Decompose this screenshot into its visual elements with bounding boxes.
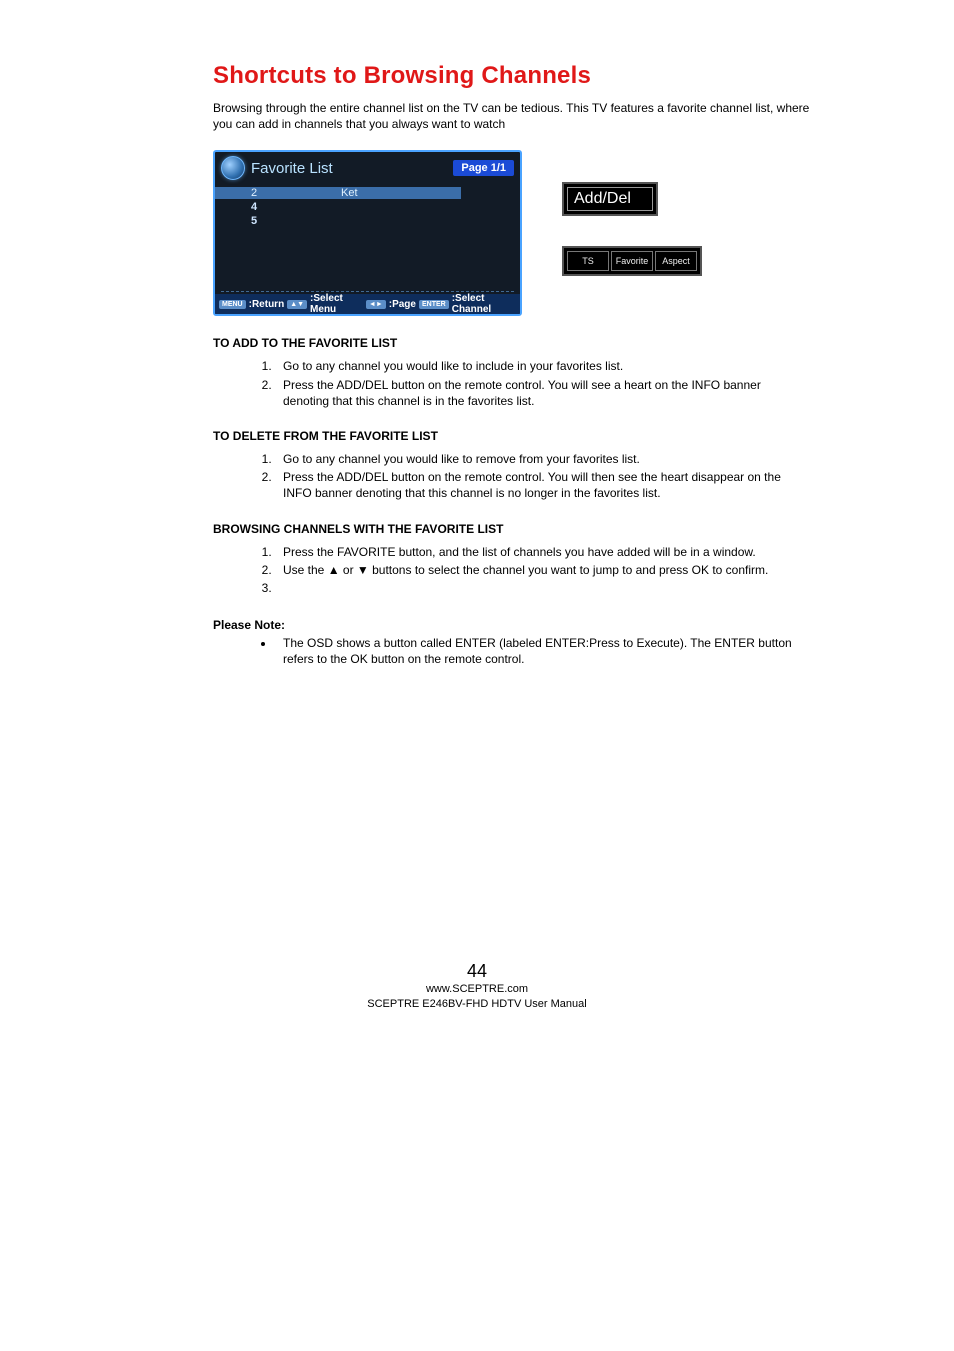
- leftright-key-icon: ◄►: [366, 300, 386, 309]
- delete-steps-list: Go to any channel you would like to remo…: [213, 451, 857, 502]
- list-item: Press the FAVORITE button, and the list …: [275, 544, 793, 560]
- please-note-heading: Please Note:: [213, 618, 857, 632]
- list-item: Go to any channel you would like to incl…: [275, 358, 793, 374]
- page-title: Shortcuts to Browsing Channels: [213, 62, 857, 90]
- osd-ch: 4: [215, 201, 341, 213]
- osd-rows: 2 Ket 4 5: [215, 186, 520, 228]
- list-item: Press the ADD/DEL button on the remote c…: [275, 377, 793, 409]
- section-heading-delete: TO DELETE FROM THE FAVORITE LIST: [213, 429, 857, 443]
- favorite-button-label: Favorite: [611, 251, 653, 271]
- footer-url: www.SCEPTRE.com: [0, 982, 954, 996]
- footer-manual: SCEPTRE E246BV-FHD HDTV User Manual: [0, 997, 954, 1011]
- aspect-button-label: Aspect: [655, 251, 697, 271]
- list-item: [275, 580, 793, 596]
- section-heading-browsing: BROWSING CHANNELS WITH THE FAVORITE LIST: [213, 522, 857, 536]
- osd-row: 2 Ket: [215, 186, 520, 200]
- updown-key-icon: ▲▼: [287, 300, 307, 309]
- menu-key-icon: MENU: [219, 300, 246, 309]
- osd-page-badge: Page 1/1: [453, 160, 514, 176]
- page-footer: 44 www.SCEPTRE.com SCEPTRE E246BV-FHD HD…: [0, 961, 954, 1011]
- add-del-label: Add/Del: [567, 187, 653, 211]
- osd-ch: 2: [215, 187, 341, 199]
- osd-row: 5: [215, 214, 520, 228]
- list-item: Press the ADD/DEL button on the remote c…: [275, 469, 793, 501]
- osd-footer-label: :Page: [389, 299, 416, 310]
- osd-divider: [221, 291, 514, 292]
- list-item: The OSD shows a button called ENTER (lab…: [275, 635, 793, 667]
- page-number: 44: [0, 961, 954, 982]
- favorite-list-osd: Favorite List Page 1/1 2 Ket 4 5: [213, 150, 522, 316]
- figures-row: Favorite List Page 1/1 2 Ket 4 5: [213, 150, 857, 316]
- osd-name: Ket: [341, 187, 461, 199]
- osd-row: 4: [215, 200, 520, 214]
- section-heading-add: TO ADD TO THE FAVORITE LIST: [213, 336, 857, 350]
- add-steps-list: Go to any channel you would like to incl…: [213, 358, 857, 409]
- add-del-button-figure: Add/Del: [562, 182, 658, 216]
- osd-footer-label: :Select Channel: [452, 293, 516, 315]
- osd-footer-label: :Select Menu: [310, 293, 363, 315]
- enter-key-icon: ENTER: [419, 300, 449, 309]
- list-item: Go to any channel you would like to remo…: [275, 451, 793, 467]
- osd-name: [341, 201, 461, 213]
- manual-page: Shortcuts to Browsing Channels Browsing …: [0, 0, 954, 1351]
- osd-header: Favorite List Page 1/1: [215, 152, 520, 184]
- osd-title: Favorite List: [251, 160, 333, 177]
- ts-button-label: TS: [567, 251, 609, 271]
- remote-buttons-column: Add/Del TS Favorite Aspect: [562, 182, 702, 276]
- three-button-figure: TS Favorite Aspect: [562, 246, 702, 276]
- intro-text: Browsing through the entire channel list…: [213, 100, 813, 132]
- osd-name: [341, 215, 461, 227]
- browsing-steps-list: Press the FAVORITE button, and the list …: [213, 544, 857, 597]
- list-item: Use the ▲ or ▼ buttons to select the cha…: [275, 562, 793, 578]
- osd-ch: 5: [215, 215, 341, 227]
- osd-footer-label: :Return: [249, 299, 285, 310]
- note-list: The OSD shows a button called ENTER (lab…: [213, 635, 857, 667]
- globe-icon: [221, 156, 245, 180]
- osd-footer: MENU :Return ▲▼ :Select Menu ◄► :Page EN…: [215, 294, 520, 314]
